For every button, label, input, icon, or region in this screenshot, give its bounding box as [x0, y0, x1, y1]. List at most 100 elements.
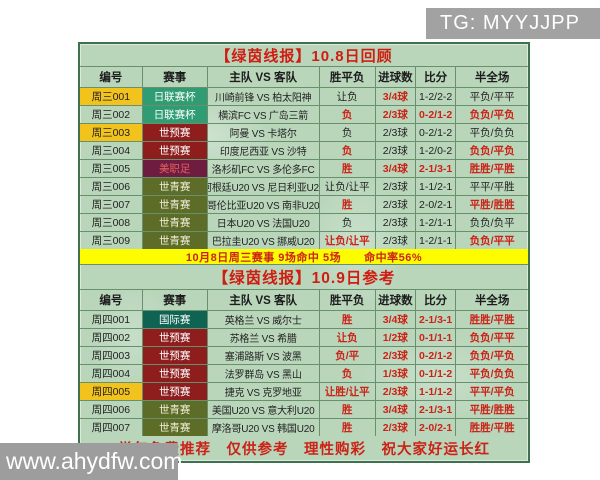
match-cell: 洛杉矶FC VS 多伦多FC [208, 160, 320, 177]
score-prediction-cell: 0-1/1-1 [416, 329, 457, 346]
match-cell: 阿根廷U20 VS 尼日利亚U20 [208, 178, 320, 195]
score-prediction-cell: 1-2/1-1 [416, 214, 457, 231]
column-header-goals: 进球数 [376, 290, 416, 310]
goals-prediction-cell: 3/4球 [376, 311, 416, 328]
column-header-halffull: 半全场 [474, 295, 510, 307]
half-full-prediction-cell: 负负/平负 [469, 350, 515, 362]
telegram-badge: TG: MYYJJPP [426, 8, 600, 39]
match-cell: 巴拉圭U20 VS 挪威U20 [208, 232, 320, 249]
column-header-match: 主队 VS 客队 [208, 290, 320, 310]
site-watermark: www.ahydfw.com [0, 443, 182, 480]
row-number-cell: 周四007 [80, 419, 143, 436]
goals-prediction-cell: 1/3球 [376, 365, 416, 382]
goals-prediction-cell: 2/3球 [376, 214, 416, 231]
column-header-number: 编号 [80, 67, 143, 87]
wdl-prediction-cell: 让负 [320, 329, 376, 346]
row-number-cell: 周四005 [80, 383, 143, 400]
table-row: 周四005 世预赛 捷克 VS 克罗地亚 让胜/让平 2/3球 1-1/1-2 … [80, 383, 528, 401]
goals-prediction-cell: 2/3球 [376, 347, 416, 364]
score-prediction-cell: 1-2/1-1 [416, 232, 457, 249]
row-number-cell: 周三004 [80, 142, 143, 159]
table1-rows: 周三001 日联赛杯 川崎前锋 VS 柏太阳神 让负 3/4球 1-2/2-2 … [80, 88, 528, 249]
wdl-prediction-cell: 让负/让平 [320, 232, 376, 249]
half-full-prediction-cell: 负负/平负 [469, 145, 515, 157]
half-full-prediction-cell: 平平/平胜 [469, 181, 515, 193]
table-row: 周三007 世青赛 哥伦比亚U20 VS 南非U20 胜 2/3球 2-0/2-… [80, 196, 528, 214]
competition-badge: 世预赛 [142, 329, 208, 346]
table-row: 周三005 美职足 洛杉矶FC VS 多伦多FC 胜 3/4球 2-1/3-1 … [80, 160, 528, 178]
goals-prediction-cell: 3/4球 [376, 160, 416, 177]
column-header-score: 比分 [416, 290, 457, 310]
score-prediction-cell: 1-2/2-2 [416, 88, 457, 105]
goals-prediction-cell: 2/3球 [376, 419, 416, 436]
match-cell: 塞浦路斯 VS 波黑 [208, 347, 320, 364]
competition-badge: 世青赛 [142, 232, 208, 249]
score-prediction-cell: 2-0/2-1 [416, 419, 457, 436]
table2-header-row: 编号 赛事 主队 VS 客队 胜平负 进球数 比分 半全场 [80, 290, 528, 311]
score-prediction-cell: 0-2/1-2 [416, 347, 457, 364]
goals-prediction-cell: 2/3球 [376, 232, 416, 249]
row-number-cell: 周四006 [80, 401, 143, 418]
match-cell: 美国U20 VS 意大利U20 [208, 401, 320, 418]
score-prediction-cell: 0-2/1-2 [416, 124, 457, 141]
half-full-prediction-cell: 平胜/胜胜 [469, 199, 515, 211]
table-row: 周三008 世青赛 日本U20 VS 法国U20 负 2/3球 1-2/1-1 … [80, 214, 528, 232]
column-header-score: 比分 [416, 67, 457, 87]
half-full-prediction-cell: 胜胜/平胜 [469, 314, 515, 326]
half-full-prediction-cell: 负负/平负 [469, 109, 515, 121]
column-header-wdl: 胜平负 [320, 290, 376, 310]
match-cell: 苏格兰 VS 希腊 [208, 329, 320, 346]
row-number-cell: 周三002 [80, 106, 143, 123]
row-number-cell: 周三006 [80, 178, 143, 195]
competition-badge: 日联赛杯 [142, 88, 208, 105]
goals-prediction-cell: 2/3球 [376, 124, 416, 141]
half-full-prediction-cell: 平负/负负 [469, 127, 515, 139]
competition-badge: 世预赛 [142, 365, 208, 382]
competition-badge: 世预赛 [142, 383, 208, 400]
goals-prediction-cell: 2/3球 [376, 383, 416, 400]
half-full-prediction-cell: 负负/负平 [469, 217, 515, 229]
hit-rate-banner: 10月8日周三赛事 9场命中 5场 命中率56% [80, 249, 528, 265]
footer-disclaimer: 常年免费推荐 仅供参考 理性购彩 祝大家好运长红 [118, 442, 490, 458]
table1-header-row: 编号 赛事 主队 VS 客队 胜平负 进球数 比分 半全场 [80, 67, 528, 88]
competition-badge: 世预赛 [142, 347, 208, 364]
table-row: 周四002 世预赛 苏格兰 VS 希腊 让负 1/2球 0-1/1-1 负负/平… [80, 329, 528, 347]
row-number-cell: 周三007 [80, 196, 143, 213]
table-row: 周三006 世青赛 阿根廷U20 VS 尼日利亚U20 让负/让平 2/3球 1… [80, 178, 528, 196]
wdl-prediction-cell: 胜 [320, 401, 376, 418]
row-number-cell: 周四001 [80, 311, 143, 328]
wdl-prediction-cell: 让胜/让平 [320, 383, 376, 400]
match-cell: 川崎前锋 VS 柏太阳神 [208, 88, 320, 105]
competition-badge: 世青赛 [142, 178, 208, 195]
half-full-prediction-cell: 胜胜/平胜 [469, 163, 515, 175]
half-full-prediction-cell: 平平/平负 [469, 386, 515, 398]
half-full-prediction-cell: 负负/平平 [469, 332, 515, 344]
competition-badge: 世青赛 [142, 419, 208, 436]
table2-title: 【绿茵线报】10.9日参考 [80, 265, 528, 290]
match-cell: 英格兰 VS 威尔士 [208, 311, 320, 328]
competition-badge: 世青赛 [142, 196, 208, 213]
table-row: 周四006 世青赛 美国U20 VS 意大利U20 胜 3/4球 2-1/3-1… [80, 401, 528, 419]
table-row: 周三003 世预赛 阿曼 VS 卡塔尔 负 2/3球 0-2/1-2 平负/负负 [80, 124, 528, 142]
match-cell: 法罗群岛 VS 黑山 [208, 365, 320, 382]
column-header-wdl: 胜平负 [320, 67, 376, 87]
goals-prediction-cell: 1/2球 [376, 329, 416, 346]
wdl-prediction-cell: 负/平 [320, 347, 376, 364]
wdl-prediction-cell: 让负/让平 [320, 178, 376, 195]
wdl-prediction-cell: 负 [320, 106, 376, 123]
column-header-match: 主队 VS 客队 [208, 67, 320, 87]
row-number-cell: 周三005 [80, 160, 143, 177]
tips-report-card: 【绿茵线报】10.8日回顾 编号 赛事 主队 VS 客队 胜平负 进球数 比分 … [78, 42, 530, 463]
match-cell: 日本U20 VS 法国U20 [208, 214, 320, 231]
score-prediction-cell: 2-1/3-1 [416, 311, 457, 328]
column-header-competition: 赛事 [143, 290, 208, 310]
goals-prediction-cell: 3/4球 [376, 401, 416, 418]
table-row: 周三004 世预赛 印度尼西亚 VS 沙特 负 2/3球 1-2/0-2 负负/… [80, 142, 528, 160]
score-prediction-cell: 1-2/0-2 [416, 142, 457, 159]
wdl-prediction-cell: 负 [320, 365, 376, 382]
row-number-cell: 周三009 [80, 232, 143, 249]
match-cell: 摩洛哥U20 VS 韩国U20 [208, 419, 320, 436]
row-number-cell: 周四002 [80, 329, 143, 346]
half-full-prediction-cell: 平负/负负 [469, 368, 515, 380]
table-row: 周四003 世预赛 塞浦路斯 VS 波黑 负/平 2/3球 0-2/1-2 负负… [80, 347, 528, 365]
